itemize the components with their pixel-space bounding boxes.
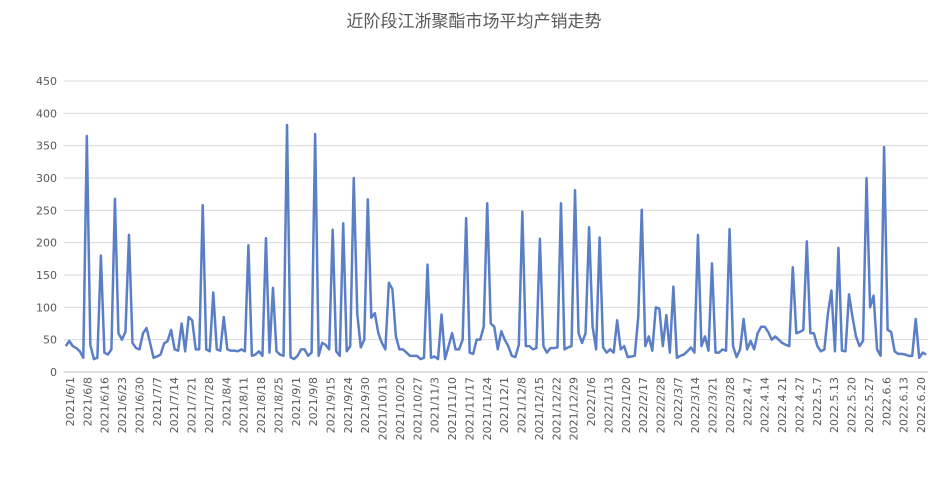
x-tick-label: 2022.5.27 <box>863 377 876 433</box>
x-tick-label: 2021/6/1 <box>64 377 77 426</box>
x-tick-label: 2021/7/21 <box>186 377 199 433</box>
x-tick-label: 2021/9/24 <box>342 377 355 433</box>
y-tick-label: 0 <box>50 366 57 379</box>
x-tick-label: 2021/10/27 <box>411 377 424 440</box>
x-tick-label: 2021/6/30 <box>134 377 147 433</box>
y-tick-label: 300 <box>36 172 57 185</box>
y-tick-label: 450 <box>36 75 57 88</box>
x-tick-label: 2022.6.20 <box>915 377 928 433</box>
y-tick-label: 150 <box>36 269 57 282</box>
y-tick-label: 350 <box>36 140 57 153</box>
x-tick-label: 2021/12/15 <box>533 377 546 440</box>
y-axis-ticks: 0 50 100 150 200 250 300 350 400 450 <box>36 75 57 379</box>
gridlines <box>64 80 928 373</box>
x-tick-label: 2021/9/1 <box>290 377 303 426</box>
x-tick-label: 2022.5.20 <box>846 377 859 433</box>
x-tick-label: 2022.6.6 <box>880 377 893 426</box>
x-tick-label: 2021/12/22 <box>550 377 563 440</box>
x-axis-ticks: 2021/6/1 2021/6/8 2021/6/16 2021/6/23 2021/6… <box>64 377 928 440</box>
x-tick-label: 2021/8/25 <box>272 377 285 433</box>
x-tick-label: 2022/3/7 <box>672 377 685 426</box>
x-tick-label: 2022.4.14 <box>759 377 772 433</box>
x-tick-label: 2021/9/15 <box>325 377 338 433</box>
x-tick-label: 2021/9/30 <box>359 377 372 433</box>
y-tick-label: 250 <box>36 204 57 217</box>
y-tick-label: 200 <box>36 237 57 250</box>
x-tick-label: 2022.6.13 <box>898 377 911 433</box>
x-tick-label: 2022.4.21 <box>776 377 789 433</box>
x-tick-label: 2021/12/8 <box>516 377 529 433</box>
x-tick-label: 2021/6/23 <box>116 377 129 433</box>
x-tick-label: 2022/2/28 <box>655 377 668 433</box>
x-tick-label: 2021/6/8 <box>81 377 94 426</box>
x-tick-label: 2021/11/17 <box>463 377 476 440</box>
x-tick-label: 2022/3/21 <box>707 377 720 433</box>
x-tick-label: 2021/7/7 <box>151 377 164 426</box>
x-tick-label: 2021/12/29 <box>568 377 581 440</box>
y-tick-label: 50 <box>43 334 57 347</box>
x-tick-label: 2022.4.27 <box>793 377 806 433</box>
x-tick-label: 2021/8/4 <box>220 377 233 426</box>
x-tick-label: 2021/10/20 <box>394 377 407 440</box>
x-tick-label: 2021/8/18 <box>255 377 268 433</box>
x-tick-label: 2022/3/14 <box>689 377 702 433</box>
x-tick-label: 2021/11/3 <box>429 377 442 433</box>
chart-title: 近阶段江浙聚酯市场平均产销走势 <box>347 12 602 32</box>
x-tick-label: 2022/1/13 <box>602 377 615 433</box>
x-tick-label: 2021/7/14 <box>168 377 181 433</box>
series-line <box>64 123 927 361</box>
x-tick-label: 2022/1/6 <box>585 377 598 426</box>
y-tick-label: 400 <box>36 107 57 120</box>
x-tick-label: 2022/2/17 <box>637 377 650 433</box>
x-tick-label: 2022/1/20 <box>620 377 633 433</box>
x-tick-label: 2021/10/13 <box>377 377 390 440</box>
y-tick-label: 100 <box>36 301 57 314</box>
x-tick-label: 2022.4.7 <box>741 377 754 426</box>
x-tick-label: 2021/11/10 <box>446 377 459 440</box>
x-tick-label: 2022.5.7 <box>811 377 824 426</box>
x-tick-label: 2022.5.13 <box>828 377 841 433</box>
x-tick-label: 2021/12/1 <box>498 377 511 433</box>
x-tick-label: 2021/11/24 <box>481 377 494 440</box>
series-layer <box>64 123 927 361</box>
x-tick-label: 2021/9/8 <box>307 377 320 426</box>
x-tick-label: 2021/8/11 <box>238 377 251 433</box>
x-tick-label: 2021/7/28 <box>203 377 216 433</box>
x-tick-label: 2021/6/16 <box>99 377 112 433</box>
x-tick-label: 2022/3/28 <box>724 377 737 433</box>
